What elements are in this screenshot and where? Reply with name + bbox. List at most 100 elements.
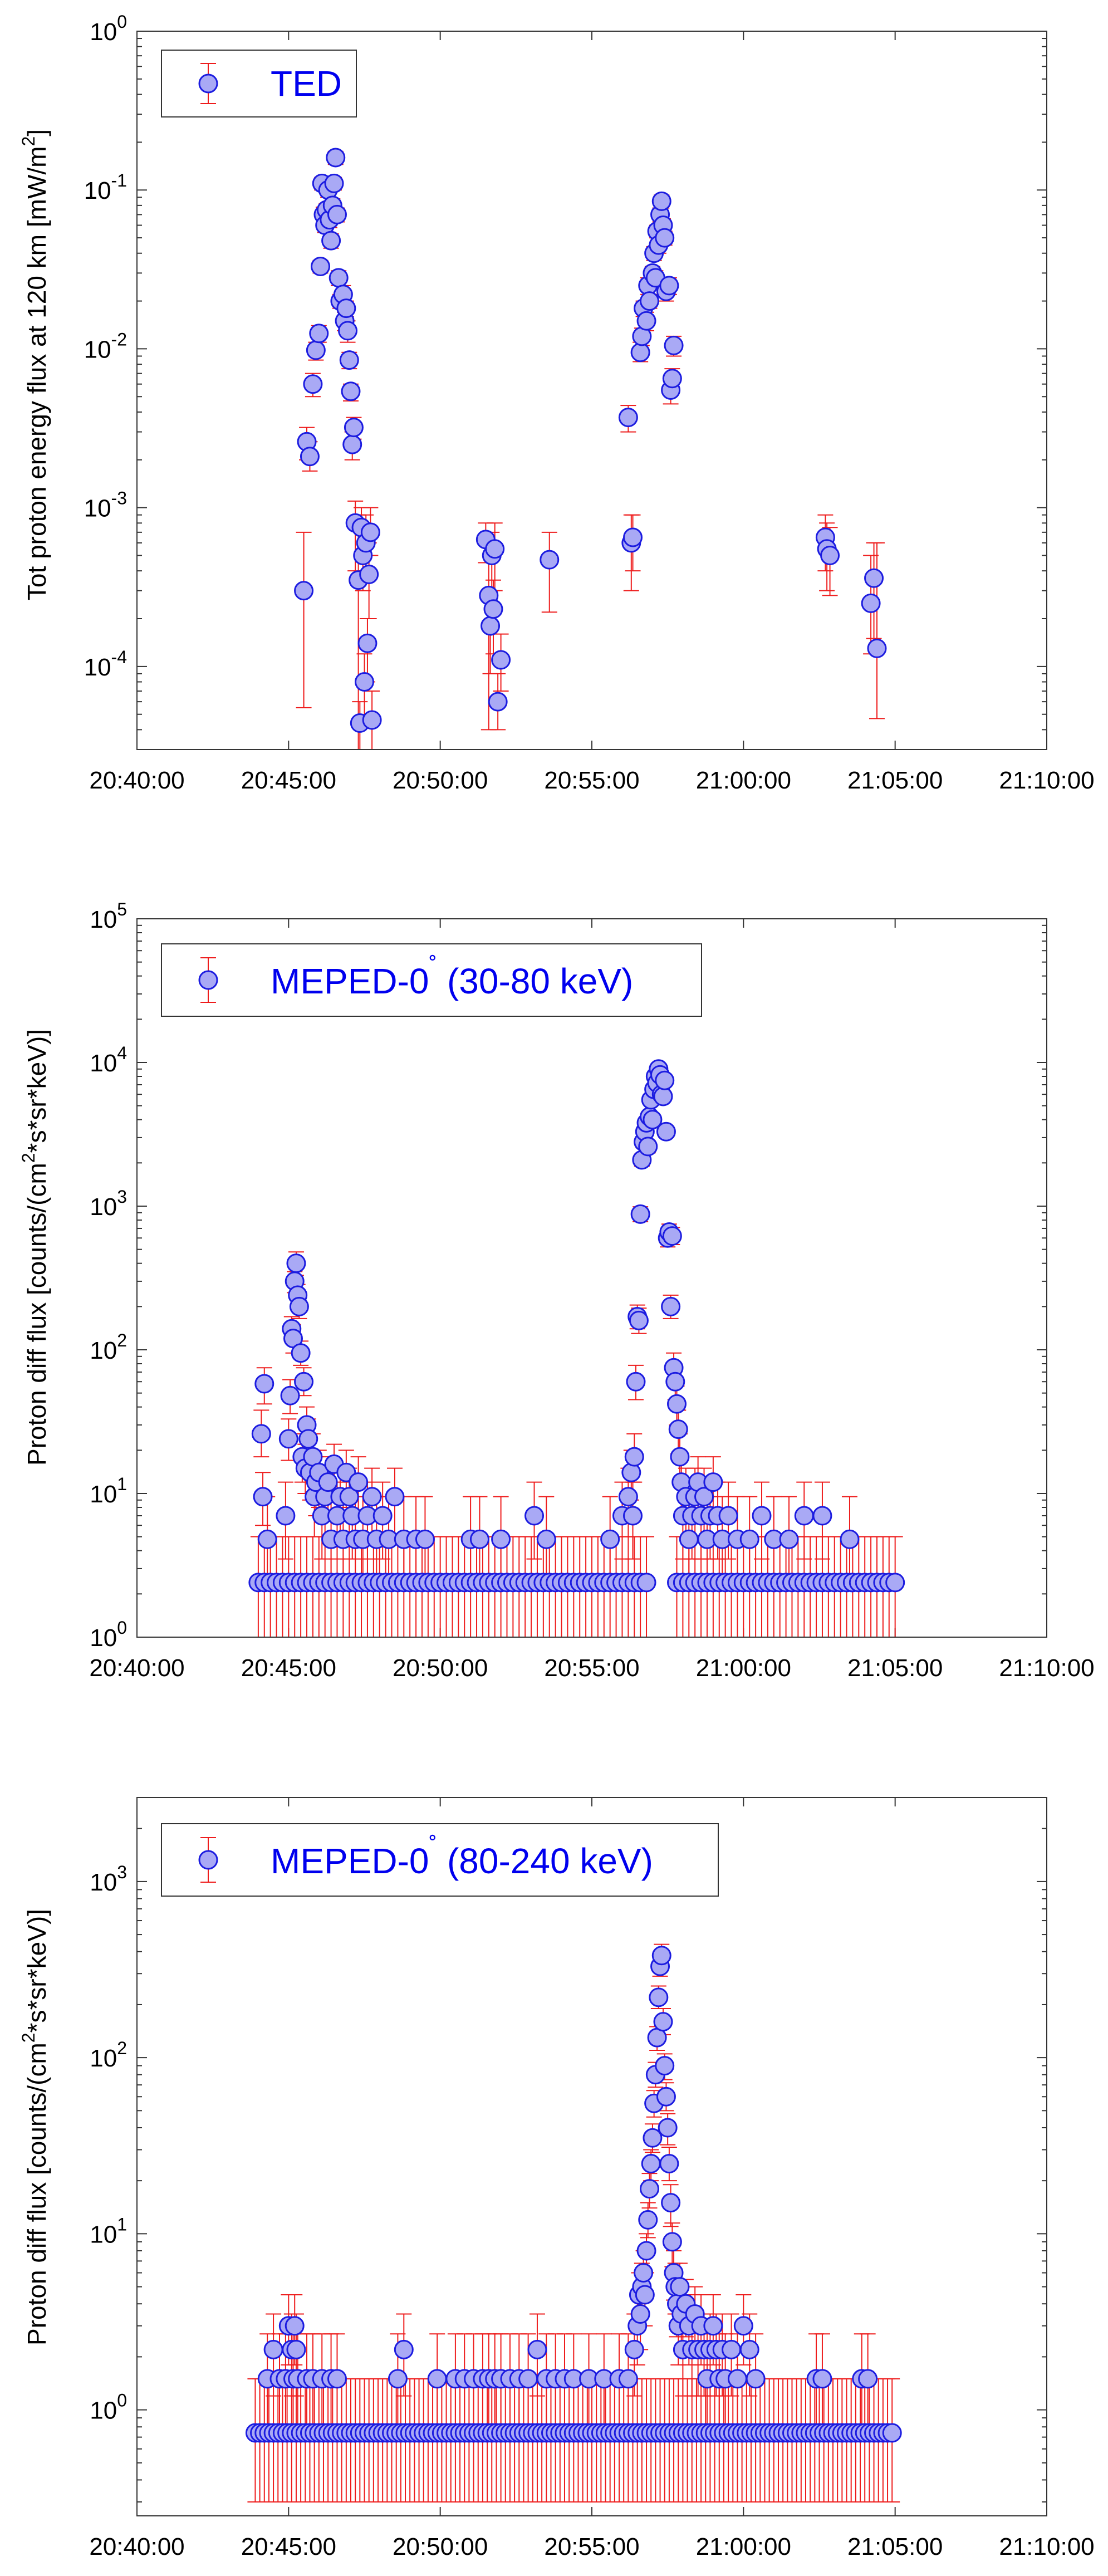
data-point xyxy=(276,1506,296,1526)
y-axis-label: Proton diff flux [counts/(cm2*s*sr*keV)] xyxy=(18,1909,51,2345)
data-point xyxy=(342,434,362,454)
data-point xyxy=(779,1529,799,1549)
data-point xyxy=(394,2339,414,2359)
data-point xyxy=(655,2056,675,2076)
data-point xyxy=(659,2154,679,2174)
y-axis-label: Proton diff flux [counts/(cm2*s*sr*keV)] xyxy=(18,1029,51,1466)
data-point xyxy=(639,291,659,311)
data-point xyxy=(661,1296,681,1316)
data-point xyxy=(488,692,508,712)
data-point xyxy=(662,2232,682,2252)
data-point xyxy=(630,2304,650,2324)
data-point xyxy=(639,2179,659,2199)
data-point xyxy=(339,350,359,370)
data-point xyxy=(341,381,361,401)
y-tick-label: 103 xyxy=(90,1187,127,1221)
data-point xyxy=(670,2277,690,2297)
data-point xyxy=(491,650,511,670)
data-point xyxy=(658,2118,678,2138)
x-tick-label: 21:00:00 xyxy=(696,767,791,794)
data-point xyxy=(636,311,656,331)
data-point xyxy=(722,2339,742,2359)
data-point xyxy=(655,228,675,248)
data-point xyxy=(840,1529,860,1549)
x-tick-label: 20:50:00 xyxy=(393,2533,488,2560)
y-tick-label: 10-1 xyxy=(84,170,127,204)
data-point xyxy=(634,2263,654,2283)
data-point xyxy=(664,335,684,355)
error-bar xyxy=(541,531,557,613)
data-point xyxy=(321,231,341,251)
data-point xyxy=(703,1472,723,1492)
data-point xyxy=(344,418,364,438)
data-point xyxy=(289,1296,309,1316)
data-points xyxy=(248,1059,905,1638)
data-point xyxy=(659,276,679,296)
data-point xyxy=(630,342,650,363)
axes-frame xyxy=(136,31,1047,750)
x-tick-label: 20:55:00 xyxy=(544,2533,639,2560)
data-point xyxy=(372,1506,393,1526)
x-tick-label: 20:45:00 xyxy=(241,1654,336,1682)
data-point xyxy=(306,340,326,360)
data-point xyxy=(739,2339,759,2359)
data-point xyxy=(649,1987,669,2007)
data-point xyxy=(600,1529,620,1549)
data-point xyxy=(291,1343,311,1363)
x-tick-label: 21:10:00 xyxy=(999,767,1094,794)
data-point xyxy=(656,2087,676,2107)
data-point xyxy=(263,2339,283,2359)
x-tick-label: 20:40:00 xyxy=(89,767,184,794)
data-point xyxy=(357,633,377,653)
axis-ticks: 20:40:00 20:45:00 20:50:00 20:55:00 21:00:00… xyxy=(84,12,1095,794)
data-point xyxy=(653,1086,673,1106)
data-point xyxy=(636,1573,656,1593)
data-point xyxy=(336,298,356,319)
data-point xyxy=(643,2128,663,2148)
data-point xyxy=(326,148,346,168)
data-point xyxy=(618,1487,638,1507)
legend-marker xyxy=(198,1850,218,1870)
data-point xyxy=(360,522,380,542)
data-point xyxy=(885,1573,905,1593)
data-point xyxy=(746,2369,766,2389)
y-tick-label: 10-4 xyxy=(84,647,127,681)
data-point xyxy=(662,369,682,389)
data-point xyxy=(536,1529,556,1549)
y-tick-label: 102 xyxy=(90,2038,127,2072)
data-point xyxy=(303,374,323,394)
y-tick-label: 101 xyxy=(90,2214,127,2248)
data-point xyxy=(651,1946,671,1966)
data-point xyxy=(635,2285,655,2305)
data-point xyxy=(655,1070,675,1090)
data-point xyxy=(427,2369,447,2389)
data-point xyxy=(524,1506,545,1526)
y-tick-label: 104 xyxy=(90,1043,127,1077)
data-point xyxy=(362,1487,382,1507)
chart-panel-ted: Tot proton energy flux at 120 km [mW/m2]… xyxy=(18,12,1095,794)
data-point xyxy=(338,321,358,341)
axis-ticks: 20:40:00 20:45:00 20:50:00 20:55:00 21:00:00… xyxy=(89,1798,1095,2560)
data-point xyxy=(727,2369,747,2389)
data-point xyxy=(300,447,320,467)
error-bar xyxy=(296,531,312,708)
y-tick-label: 100 xyxy=(90,12,127,46)
data-point xyxy=(618,408,638,428)
data-point xyxy=(667,1394,687,1414)
data-point xyxy=(298,1429,318,1449)
data-point xyxy=(285,2316,305,2336)
x-tick-label: 20:45:00 xyxy=(241,2533,336,2560)
data-point xyxy=(257,1529,277,1549)
data-point xyxy=(253,1487,273,1507)
axis-ticks: 20:40:00 20:45:00 20:50:00 20:55:00 21:00:00… xyxy=(89,899,1094,1682)
data-point xyxy=(329,268,349,288)
x-tick-label: 21:00:00 xyxy=(696,2533,791,2560)
data-point xyxy=(812,2369,832,2389)
data-point xyxy=(858,2369,878,2389)
data-point xyxy=(626,1372,646,1392)
data-point xyxy=(629,1310,649,1330)
data-point xyxy=(309,324,329,344)
data-point xyxy=(636,2241,656,2261)
y-axis-label: Tot proton energy flux at 120 km [mW/m2] xyxy=(18,129,51,600)
data-point xyxy=(670,1447,690,1467)
